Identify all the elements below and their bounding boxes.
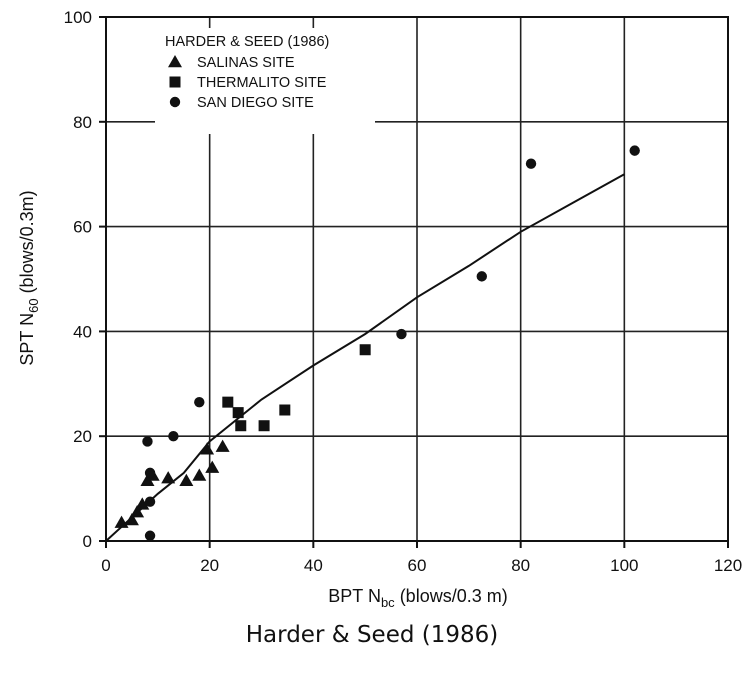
y-tick-label-0: 0 [83,532,92,551]
legend-label-thermalito-site: THERMALITO SITE [197,75,327,91]
x-tick-label-0: 0 [101,556,110,575]
san-diego-site-point-1 [144,467,156,479]
x-tick-label-120: 120 [714,556,742,575]
salinas-site-point-10 [205,460,220,473]
salinas-site-point-6 [161,471,176,484]
x-tick-label-60: 60 [408,556,427,575]
y-axis-title: SPT N60 (blows/0.3m) [17,190,41,365]
san-diego-site-point-3 [142,436,153,447]
thermalito-site-point-3 [258,420,270,432]
salinas-site-point-9 [200,442,215,455]
trend-curve [105,173,625,542]
y-tick-label-80: 80 [73,113,92,132]
san-diego-site-point-5 [194,396,205,408]
y-tick-label-40: 40 [73,322,92,341]
y-tick-label-20: 20 [73,427,92,446]
figure-caption: Harder & Seed (1986) [245,622,499,648]
legend-label-san-diego-site: SAN DIEGO SITE [197,95,314,111]
x-tick-label-100: 100 [610,556,638,575]
salinas-site-point-0 [114,515,129,528]
salinas-site-point-11 [215,439,230,452]
thermalito-site-point-5 [359,344,371,356]
legend: HARDER & SEED (1986) SALINAS SITE THERMAL… [155,28,375,134]
legend-label-salinas-site: SALINAS SITE [197,55,295,71]
san-diego-site-point-0 [144,530,156,541]
thermalito-site-point-1 [232,407,244,419]
data-points [114,145,640,541]
y-tick-label-60: 60 [73,218,92,237]
x-axis-title: BPT Nbc (blows/0.3 m) [328,586,507,610]
legend-title: HARDER & SEED (1986) [165,34,329,50]
thermalito-site-point-4 [279,404,291,416]
thermalito-site-point-2 [235,420,247,432]
salinas-site-point-8 [192,468,207,481]
x-tick-label-20: 20 [200,556,219,575]
trend-curve-line [105,173,625,542]
x-tick-label-80: 80 [511,556,530,575]
salinas-site-point-2 [130,505,145,518]
thermalito-site-point-0 [222,396,234,408]
san-diego-site-point-7 [476,271,487,282]
san-diego-site-point-8 [525,158,537,169]
san-diego-site-point-4 [168,431,179,442]
san-diego-site-point-9 [629,145,640,156]
legend-marker-san-diego-site [169,96,181,108]
salinas-site-point-1 [124,513,139,526]
y-tick-label-100: 100 [64,8,92,27]
san-diego-site-point-6 [396,328,407,340]
x-tick-label-40: 40 [304,556,323,575]
tick-labels: 0 20 40 60 80 100 120 0 20 40 60 80 100 [64,8,743,575]
salinas-site-point-3 [135,497,150,510]
legend-marker-thermalito-site [169,76,181,88]
san-diego-site-point-2 [144,496,156,507]
salinas-site-point-7 [179,473,194,486]
legend-marker-salinas-site [168,55,182,68]
